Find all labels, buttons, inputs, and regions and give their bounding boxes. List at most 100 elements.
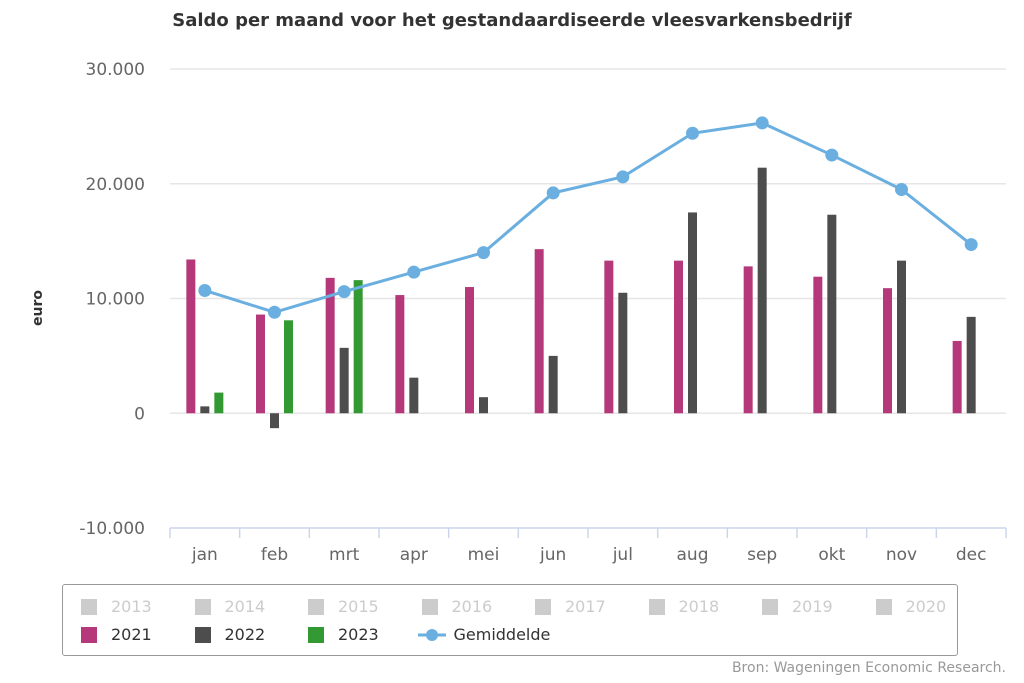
legend-item-Gemiddelde[interactable]: Gemiddelde (417, 625, 551, 644)
legend: 2013 2014 2015 2016 2017 2018 2019 2020 2021 2022… (62, 584, 958, 656)
average-point-feb (268, 305, 281, 319)
chart-plot: 30.000 20.000 10.000 0 -10.000 jan feb mrt apr m… (79, 60, 1007, 565)
legend-item-2018[interactable]: 2018 (648, 597, 720, 616)
average-line-path (204, 121, 973, 314)
bar-2022-jun (548, 355, 558, 414)
bar-2021-okt (813, 276, 823, 414)
x-tick-label: jan (191, 545, 218, 565)
bars (186, 167, 976, 429)
legend-item-2014[interactable]: 2014 (194, 597, 266, 616)
x-tick-label: aug (677, 545, 709, 565)
legend-swatch-icon (81, 626, 97, 643)
bar-2022-feb (270, 413, 279, 429)
x-tick-label: okt (818, 545, 845, 565)
average-point-jun (546, 186, 560, 200)
legend-item-2016[interactable]: 2016 (421, 597, 493, 616)
bar-2021-jan (186, 259, 196, 414)
legend-label: 2014 (224, 597, 266, 616)
bar-2022-jul (618, 292, 628, 414)
bar-2021-dec (952, 340, 962, 414)
x-tick-label: dec (956, 545, 987, 565)
bar-2022-aug (688, 212, 697, 414)
source-credit: Bron: Wageningen Economic Research. (731, 660, 1006, 676)
bar-2022-nov (897, 260, 906, 414)
x-tick-label: nov (886, 545, 917, 565)
average-point-aug (686, 126, 699, 140)
y-tick-label: -10.000 (79, 519, 145, 539)
bar-2021-aug (674, 260, 683, 414)
legend-swatch-icon (194, 626, 211, 643)
legend-label: 2017 (565, 597, 606, 616)
legend-swatch-icon (875, 598, 892, 615)
y-tick-label: 30.000 (86, 60, 145, 80)
average-point-nov (895, 182, 908, 196)
x-tick-label: jun (539, 545, 566, 565)
bar-2021-jun (534, 249, 544, 414)
x-tick-label: mrt (329, 545, 360, 565)
x-axis: jan feb mrt apr mei jun jul aug sep okt nov dec (169, 527, 1007, 565)
legend-item-2017[interactable]: 2017 (535, 597, 606, 616)
x-tick-label: mei (468, 545, 500, 565)
legend-swatch-icon (421, 598, 438, 615)
bar-2022-mrt (339, 347, 349, 414)
x-tick-label: apr (400, 545, 428, 565)
bar-2021-apr (395, 295, 405, 414)
bar-2022-dec (966, 316, 976, 414)
legend-label: 2022 (224, 625, 266, 644)
legend-label: 2013 (111, 597, 152, 616)
bar-2021-feb (256, 314, 265, 414)
average-point-okt (825, 148, 839, 162)
bar-2022-okt (827, 214, 837, 414)
legend-swatch-icon (417, 628, 446, 641)
legend-swatch-icon (81, 598, 97, 615)
legend-label: 2015 (338, 597, 379, 616)
average-line (198, 116, 978, 319)
y-tick-label: 20.000 (86, 175, 145, 195)
y-tick-label: 10.000 (86, 290, 145, 310)
legend-item-2013[interactable]: 2013 (81, 597, 152, 616)
average-point-dec (964, 238, 978, 252)
average-point-jan (198, 283, 212, 297)
bar-2021-mei (465, 287, 474, 414)
legend-swatch-icon (194, 598, 211, 615)
legend-label: 2019 (792, 597, 833, 616)
legend-label: 2020 (905, 597, 947, 616)
legend-swatch-icon (762, 598, 778, 615)
y-tick-labels: 30.000 20.000 10.000 0 -10.000 (79, 60, 145, 539)
bar-2021-sep (743, 266, 753, 414)
legend-item-2022[interactable]: 2022 (194, 625, 266, 644)
legend-swatch-icon (308, 626, 324, 643)
bar-2022-apr (409, 377, 419, 414)
legend-swatch-icon (308, 598, 324, 615)
x-tick-label: jul (612, 545, 633, 565)
average-point-mei (477, 246, 490, 260)
chart-title: Saldo per maand voor het gestandaardisee… (172, 10, 852, 31)
legend-item-2021[interactable]: 2021 (81, 625, 152, 644)
x-tick-label: sep (747, 545, 777, 565)
legend-label: 2021 (111, 625, 152, 644)
legend-item-2019[interactable]: 2019 (762, 597, 833, 616)
legend-label: 2023 (338, 625, 379, 644)
average-point-jul (616, 170, 630, 184)
bar-2021-jul (604, 260, 614, 414)
gridlines (170, 68, 1006, 414)
legend-label: 2016 (451, 597, 493, 616)
average-point-apr (407, 265, 421, 279)
bar-2021-mrt (325, 277, 335, 414)
bar-2022-sep (757, 167, 767, 414)
legend-label: 2018 (678, 597, 720, 616)
average-point-sep (755, 116, 769, 130)
bar-2021-nov (883, 288, 892, 414)
legend-item-2023[interactable]: 2023 (308, 625, 379, 644)
bar-2022-jan (200, 406, 210, 414)
bar-2023-mrt (353, 280, 363, 414)
average-point-mrt (337, 285, 351, 299)
legend-item-2015[interactable]: 2015 (308, 597, 379, 616)
y-tick-label: 0 (134, 404, 145, 424)
legend-item-2020[interactable]: 2020 (875, 597, 947, 616)
legend-swatch-icon (535, 598, 551, 615)
x-tick-label: feb (261, 545, 288, 565)
bar-2023-jan (214, 392, 224, 414)
bar-2023-feb (284, 320, 293, 414)
legend-label: Gemiddelde (453, 625, 551, 644)
